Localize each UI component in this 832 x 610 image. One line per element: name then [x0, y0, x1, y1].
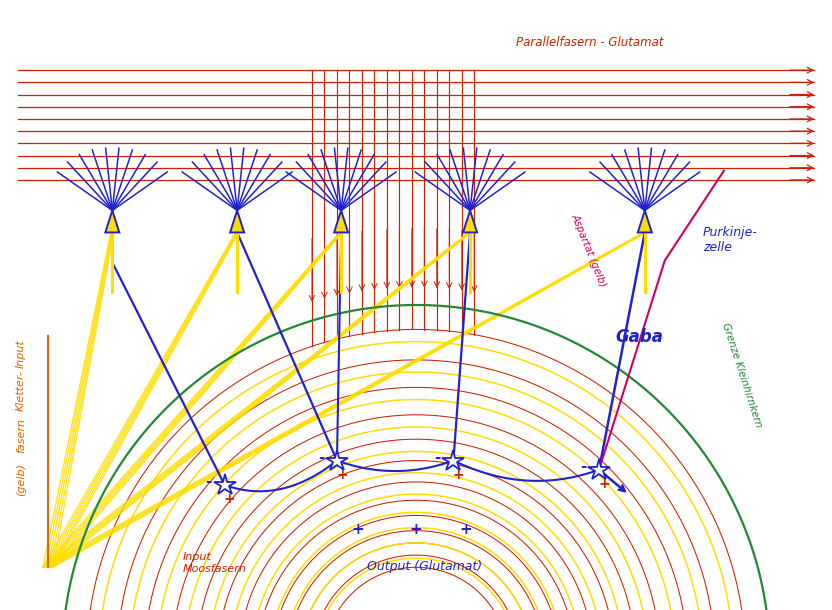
Text: -: -	[580, 459, 587, 474]
Text: +: +	[459, 522, 473, 537]
Text: fasern: fasern	[16, 418, 26, 453]
Text: Aspartat (gelb): Aspartat (gelb)	[570, 212, 608, 289]
Text: -: -	[206, 475, 212, 489]
Text: Purkinje-
zelle: Purkinje- zelle	[703, 226, 758, 254]
Polygon shape	[334, 210, 348, 232]
Text: +: +	[409, 522, 423, 537]
Polygon shape	[463, 210, 477, 232]
Text: Input: Input	[16, 339, 26, 368]
Polygon shape	[230, 210, 244, 232]
Text: +: +	[336, 467, 348, 481]
Text: Parallelfasern - Glutamat: Parallelfasern - Glutamat	[516, 36, 663, 49]
Text: +: +	[453, 467, 464, 481]
Text: (gelb): (gelb)	[16, 463, 26, 496]
Text: Grenze Kleinhirnkern: Grenze Kleinhirnkern	[720, 321, 763, 429]
Text: -: -	[318, 450, 324, 465]
Text: +: +	[351, 522, 364, 537]
Polygon shape	[106, 210, 119, 232]
Text: +: +	[224, 492, 235, 506]
Text: +: +	[598, 476, 610, 490]
Polygon shape	[638, 210, 651, 232]
Text: Kletter-: Kletter-	[16, 370, 26, 411]
Text: Output (Glutamat): Output (Glutamat)	[367, 561, 482, 573]
Text: -: -	[434, 450, 441, 465]
Text: Gaba: Gaba	[616, 328, 664, 346]
Text: Input
Moosfasern: Input Moosfasern	[183, 552, 247, 573]
